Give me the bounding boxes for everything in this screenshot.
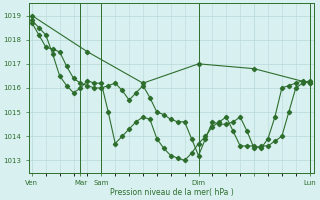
X-axis label: Pression niveau de la mer( hPa ): Pression niveau de la mer( hPa ) — [109, 188, 233, 197]
